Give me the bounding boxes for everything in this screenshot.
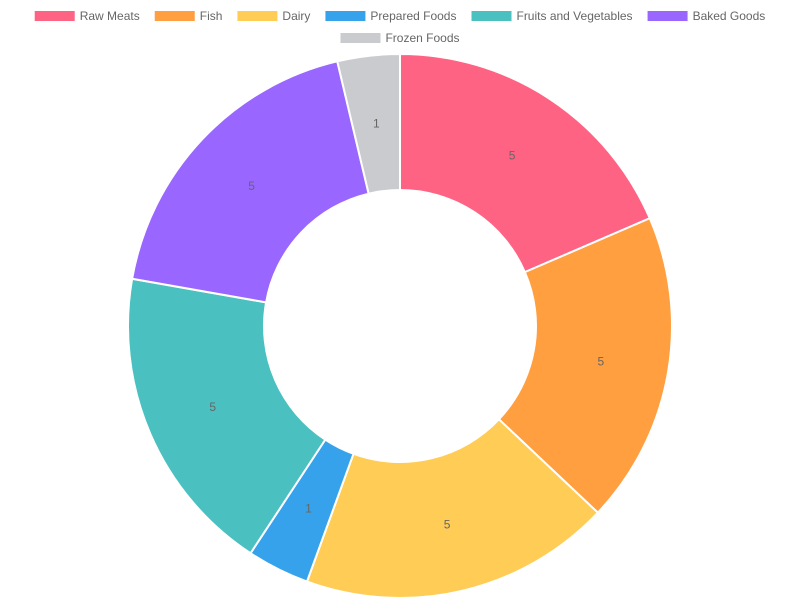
legend-item-raw-meats[interactable]: Raw Meats xyxy=(34,9,140,23)
legend-item-fish[interactable]: Fish xyxy=(154,9,223,23)
legend-swatch xyxy=(471,11,512,21)
legend-item-baked-goods[interactable]: Baked Goods xyxy=(647,9,766,23)
legend-label: Fish xyxy=(200,9,223,23)
data-label-prepared-foods: 1 xyxy=(305,501,312,515)
legend-label: Prepared Foods xyxy=(370,9,456,23)
data-label-dairy: 5 xyxy=(444,518,451,532)
chart-legend: Raw Meats Fish Dairy Prepared Foods Fruits a… xyxy=(34,9,766,45)
legend-label: Raw Meats xyxy=(80,9,140,23)
chart-data-labels: 5 5 5 1 5 5 1 xyxy=(209,116,604,531)
slice-raw-meats[interactable] xyxy=(399,52,652,274)
legend-item-prepared-foods[interactable]: Prepared Foods xyxy=(325,9,456,23)
data-label-baked-goods: 5 xyxy=(248,179,255,193)
slice-fish[interactable] xyxy=(497,216,673,515)
legend-item-fruits-and-vegetables[interactable]: Fruits and Vegetables xyxy=(471,9,633,23)
slice-frozen-foods[interactable] xyxy=(336,52,401,195)
legend-label: Dairy xyxy=(282,9,310,23)
legend-swatch xyxy=(237,11,278,21)
legend-swatch xyxy=(647,11,688,21)
legend-swatch xyxy=(325,11,366,21)
legend-swatch xyxy=(340,33,381,43)
legend-label: Frozen Foods xyxy=(385,31,459,45)
slice-fruits-and-vegetables[interactable] xyxy=(127,277,327,555)
data-label-fruits-and-vegetables: 5 xyxy=(209,400,216,414)
data-label-raw-meats: 5 xyxy=(509,149,516,163)
legend-item-frozen-foods[interactable]: Frozen Foods xyxy=(340,31,460,45)
legend-item-dairy[interactable]: Dairy xyxy=(237,9,310,23)
chart-slices xyxy=(127,52,673,599)
legend-swatch xyxy=(154,11,195,21)
data-label-frozen-foods: 1 xyxy=(373,116,380,130)
slice-dairy[interactable] xyxy=(305,417,600,599)
slice-baked-goods[interactable] xyxy=(130,60,370,304)
legend-label: Baked Goods xyxy=(693,9,766,23)
legend-swatch xyxy=(34,11,75,21)
legend-label: Fruits and Vegetables xyxy=(516,9,632,23)
data-label-fish: 5 xyxy=(598,354,605,368)
